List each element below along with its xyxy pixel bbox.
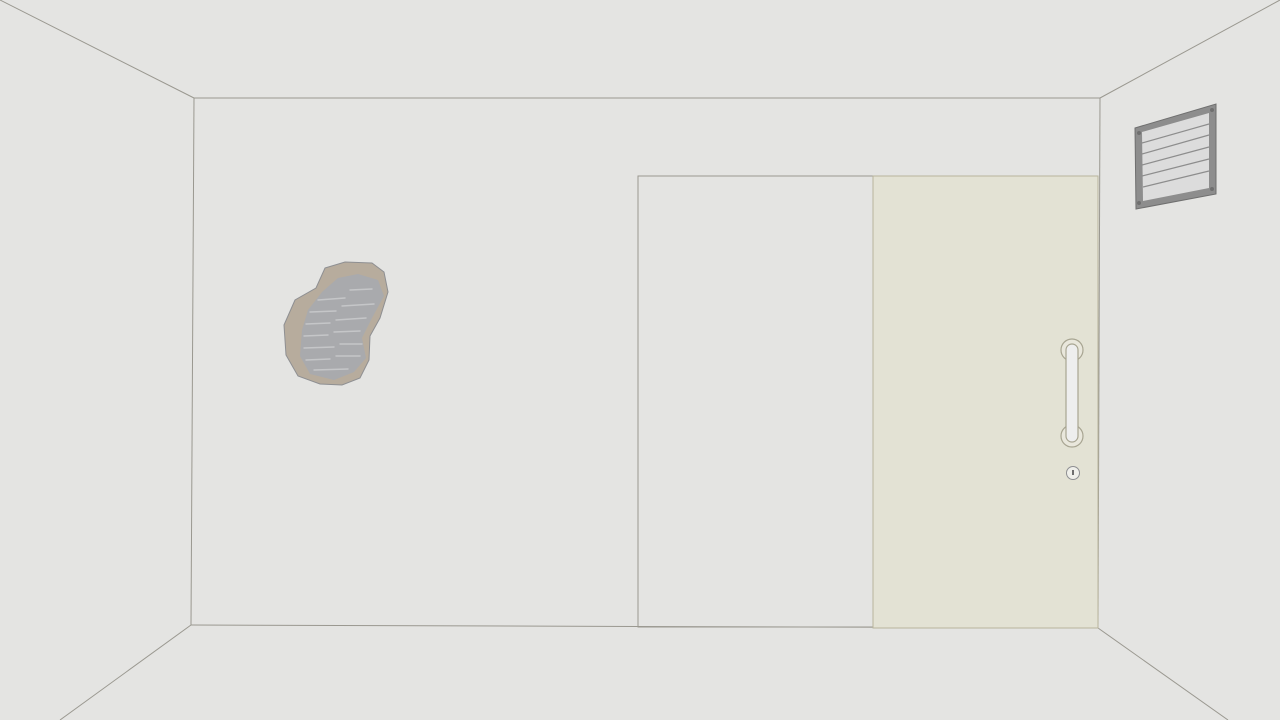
door-icon[interactable] (872, 175, 1099, 629)
ceiling-left-edge (0, 0, 195, 99)
vent-screws (1137, 108, 1214, 205)
back-wall-left (190, 97, 195, 626)
hole-stone-interior (300, 274, 384, 380)
ceiling-right-edge (1099, 0, 1280, 99)
door-handle-icon[interactable] (1060, 338, 1084, 448)
broken-wall-hole-icon[interactable] (283, 261, 389, 386)
sliding-door-panel (872, 175, 1099, 629)
handle-bar (1065, 343, 1079, 443)
floor-right-edge (1097, 627, 1229, 720)
keyhole-slot (1072, 470, 1074, 475)
floor-left-edge (59, 624, 192, 720)
vent-inner (1142, 113, 1209, 201)
hole-stone-texture (303, 288, 375, 371)
vent-slats (1141, 123, 1210, 188)
keyhole-icon[interactable] (1066, 466, 1080, 480)
air-vent-icon[interactable] (1134, 103, 1217, 210)
